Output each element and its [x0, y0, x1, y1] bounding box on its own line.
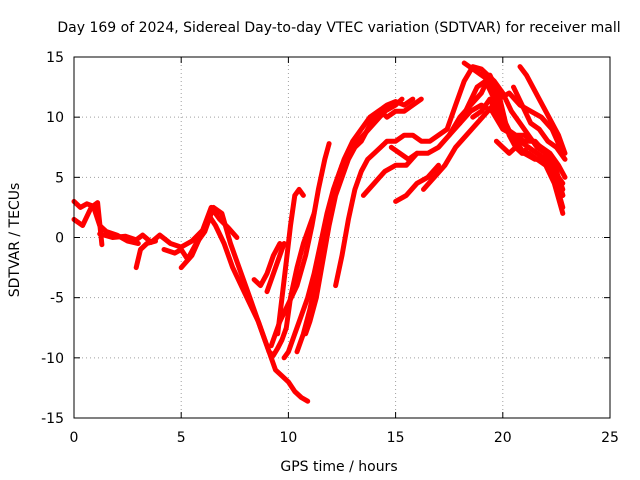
- y-tick-label: 10: [46, 110, 64, 126]
- y-tick-label: -15: [41, 411, 64, 427]
- series-trace-7: [251, 241, 283, 289]
- series-trace-17: [393, 162, 441, 204]
- series-trace-9: [268, 141, 332, 349]
- x-tick-labels: 0 5 10 15 20 25: [70, 430, 619, 446]
- x-tick-label: 0: [70, 430, 79, 446]
- series-trace-21: [461, 60, 566, 186]
- axis-ticks: [73, 56, 611, 419]
- y-tick-label: -10: [41, 351, 64, 367]
- series-trace-6: [178, 210, 317, 358]
- x-tick-label: 15: [387, 430, 405, 446]
- y-tick-label: -5: [50, 291, 64, 307]
- series-trace-13: [303, 96, 424, 337]
- series-trace-23: [493, 138, 566, 216]
- x-axis-label: GPS time / hours: [280, 459, 397, 475]
- x-tick-label: 5: [177, 430, 186, 446]
- series-trace-4: [133, 238, 158, 271]
- x-tick-label: 25: [601, 430, 619, 446]
- series-trace-3: [97, 204, 240, 250]
- y-tick-labels: -15 -10 -5 0 5 10 15: [41, 50, 64, 427]
- series-trace-24: [517, 64, 568, 156]
- y-tick-label: 0: [55, 231, 64, 247]
- series-trace-2: [71, 200, 105, 248]
- series-trace-14: [333, 64, 566, 289]
- series-trace-22: [470, 96, 568, 180]
- x-tick-label: 20: [494, 430, 512, 446]
- series-trace-25: [511, 84, 568, 162]
- series-trace-8: [264, 241, 287, 295]
- plot-series: [71, 60, 568, 404]
- y-tick-label: 5: [55, 170, 64, 186]
- y-tick-label: 15: [46, 50, 64, 66]
- series-trace-10: [275, 186, 306, 337]
- y-axis-label: SDTVAR / TECUs: [7, 183, 23, 298]
- series-trace-12: [294, 96, 416, 355]
- series-trace-11: [281, 96, 405, 361]
- series-trace-16: [388, 144, 420, 162]
- x-tick-label: 10: [279, 430, 297, 446]
- chart-title: Day 169 of 2024, Sidereal Day-to-day VTE…: [57, 20, 620, 36]
